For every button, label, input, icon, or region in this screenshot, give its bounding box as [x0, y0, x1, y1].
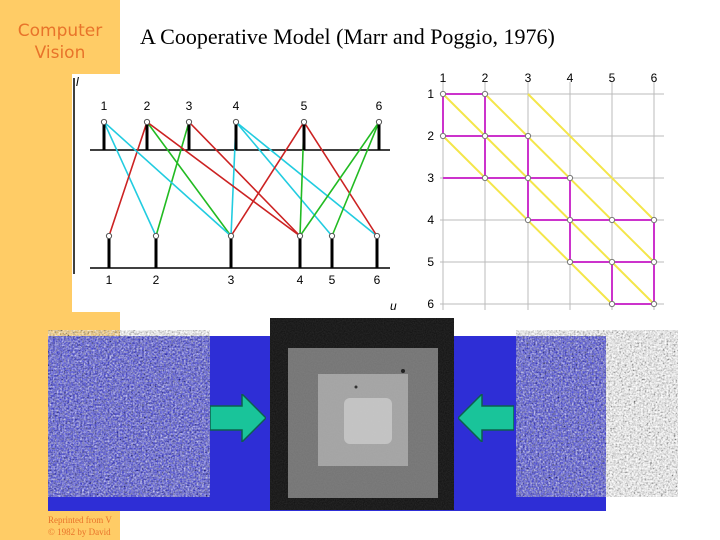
bottom-point-node	[296, 232, 304, 240]
bottom-point-node	[373, 232, 381, 240]
slide-title: A Cooperative Model (Marr and Poggio, 19…	[140, 24, 555, 49]
grid-column-label: 3	[525, 71, 532, 85]
right-arrow-icon	[456, 392, 515, 447]
bottom-point-node	[105, 232, 113, 240]
sidebar-title: Computer Vision	[0, 20, 120, 64]
match-node	[524, 174, 532, 182]
match-node	[524, 216, 532, 224]
top-point-node	[375, 118, 383, 126]
bottom-point-label: 2	[153, 273, 160, 287]
grid-row-label: 1	[427, 87, 434, 101]
grid-column-label: 2	[482, 71, 489, 85]
match-node	[524, 132, 532, 140]
grid-row-label: 3	[427, 171, 434, 185]
connection-line	[103, 121, 232, 237]
credit-line2: © 1982 by David	[48, 527, 111, 537]
disparity-grid: 1 2 3 4 5 6 1 2 3 4 5 6	[412, 66, 674, 314]
top-point-node	[232, 118, 240, 126]
grid-column-label: 4	[567, 71, 574, 85]
bottom-point-node	[328, 232, 336, 240]
sidebar-title-line2: Vision	[34, 43, 86, 63]
top-point-label: 1	[101, 99, 108, 113]
grid-row-label: 4	[427, 213, 434, 227]
bottom-point-label: 5	[329, 273, 336, 287]
credit-line1: Reprinted from V	[48, 515, 112, 525]
match-node	[439, 132, 447, 140]
match-node	[566, 174, 574, 182]
top-point-label: 4	[233, 99, 240, 113]
disparity-result-image	[270, 318, 454, 510]
left-arrow-icon	[209, 392, 268, 447]
sidebar-title-line1: Computer	[17, 21, 103, 41]
connection-line	[303, 121, 378, 237]
image-credit: Reprinted from V © 1982 by David	[48, 514, 122, 538]
bottom-point-node	[152, 232, 160, 240]
top-point-label: 2	[144, 99, 151, 113]
connection-line	[146, 121, 301, 237]
connection-line	[155, 121, 190, 237]
match-node	[608, 300, 616, 308]
connection-line	[299, 121, 380, 237]
bottom-point-node	[227, 232, 235, 240]
bottom-point-label: 6	[374, 273, 381, 287]
disparity-diagonal	[527, 93, 655, 221]
left-stereo-image	[48, 330, 210, 497]
connection-line	[235, 121, 378, 237]
top-point-node	[143, 118, 151, 126]
connection-line	[235, 121, 333, 237]
top-point-label: 3	[186, 99, 193, 113]
connection-line	[331, 121, 380, 237]
top-axis-label: l	[76, 75, 79, 89]
grid-row-label: 5	[427, 255, 434, 269]
connection-line	[230, 121, 305, 237]
top-point-label: 6	[376, 99, 383, 113]
match-node	[608, 216, 616, 224]
grid-column-label: 6	[651, 71, 658, 85]
match-node	[650, 258, 658, 266]
match-node	[481, 174, 489, 182]
top-point-node	[185, 118, 193, 126]
bottom-point-label: 3	[228, 273, 235, 287]
top-point-node	[300, 118, 308, 126]
connection-line	[108, 121, 148, 237]
match-node	[566, 216, 574, 224]
correspondence-diagram-svg: l u 1 2 3 4 5 6 1 2 3 4 5 6	[73, 75, 397, 313]
match-node	[439, 90, 447, 98]
connection-line	[146, 121, 232, 237]
match-node	[608, 258, 616, 266]
connection-line	[103, 121, 157, 237]
grid-column-label: 5	[609, 71, 616, 85]
bottom-point-label: 4	[297, 273, 304, 287]
match-node	[481, 132, 489, 140]
bottom-point-label: 1	[106, 273, 113, 287]
correspondence-diagram: l u 1 2 3 4 5 6 1 2 3 4 5 6	[72, 74, 400, 313]
grid-column-label: 1	[440, 71, 447, 85]
top-point-label: 5	[301, 99, 308, 113]
match-node	[566, 258, 574, 266]
match-node	[650, 216, 658, 224]
match-node	[650, 300, 658, 308]
connection-line	[188, 121, 301, 237]
grid-row-label: 2	[427, 129, 434, 143]
grid-row-label: 6	[427, 297, 434, 311]
disparity-grid-svg: 1 2 3 4 5 6 1 2 3 4 5 6	[427, 71, 664, 311]
bottom-axis-label: u	[390, 299, 397, 312]
match-node	[481, 90, 489, 98]
right-stereo-image	[516, 330, 678, 497]
disparity-diagonal	[442, 93, 655, 305]
top-point-node	[100, 118, 108, 126]
